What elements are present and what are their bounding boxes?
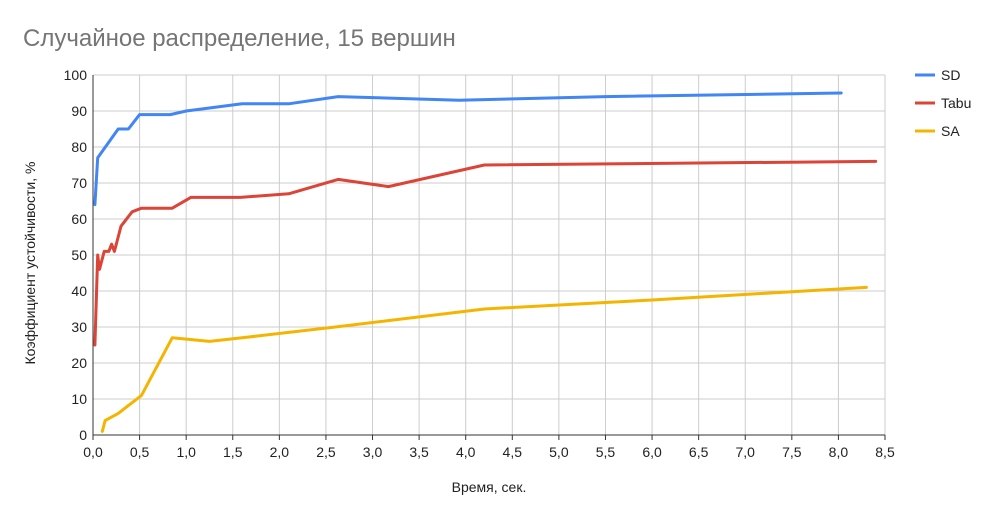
legend-label-tabu: Tabu (941, 95, 971, 111)
y-tick-label: 100 (64, 67, 88, 83)
legend-label-sa: SA (941, 123, 960, 139)
axes: 0 10 20 30 40 50 60 70 80 90 100 0,0 0,5 1,0 1,5 2,0 2,5… (64, 67, 895, 460)
x-tick-label: 0,0 (83, 444, 103, 460)
x-tick-label: 4,5 (503, 444, 523, 460)
x-axis-label: Время, сек. (452, 479, 527, 495)
y-tick-label: 20 (71, 355, 87, 371)
legend: SD Tabu SA (915, 67, 971, 139)
x-tick-label: 0,5 (130, 444, 150, 460)
y-tick-label: 80 (71, 139, 87, 155)
y-tick-label: 50 (71, 247, 87, 263)
y-tick-label: 70 (71, 175, 87, 191)
x-tick-label: 3,0 (363, 444, 383, 460)
x-tick-label: 1,0 (176, 444, 196, 460)
series-line-tabu (93, 159, 878, 347)
x-tick-label: 7,0 (736, 444, 756, 460)
x-tick-label: 8,5 (875, 444, 895, 460)
y-tick-label: 0 (79, 427, 87, 443)
gridlines (93, 74, 886, 435)
series-line-sa (100, 285, 868, 433)
y-tick-label: 40 (71, 283, 87, 299)
y-tick-label: 60 (71, 211, 87, 227)
x-tick-label: 1,5 (223, 444, 243, 460)
x-tick-label: 3,5 (409, 444, 429, 460)
x-tick-label: 6,5 (689, 444, 709, 460)
y-tick-label: 90 (71, 103, 87, 119)
chart-title: Случайное распределение, 15 вершин (23, 25, 456, 52)
legend-label-sd: SD (941, 67, 960, 83)
x-tick-label: 5,5 (596, 444, 616, 460)
y-axis-label: Коэффициент устойчивости, % (22, 162, 38, 365)
y-tick-label: 10 (71, 391, 87, 407)
series-line-sd (93, 91, 843, 207)
y-tick-label: 30 (71, 319, 87, 335)
x-tick-label: 2,5 (316, 444, 336, 460)
series-lines (93, 91, 878, 433)
x-tick-label: 4,0 (456, 444, 476, 460)
x-tick-label: 6,0 (642, 444, 662, 460)
x-tick-label: 8,0 (829, 444, 849, 460)
x-tick-label: 2,0 (270, 444, 290, 460)
x-tick-label: 5,0 (549, 444, 569, 460)
x-tick-label: 7,5 (782, 444, 802, 460)
